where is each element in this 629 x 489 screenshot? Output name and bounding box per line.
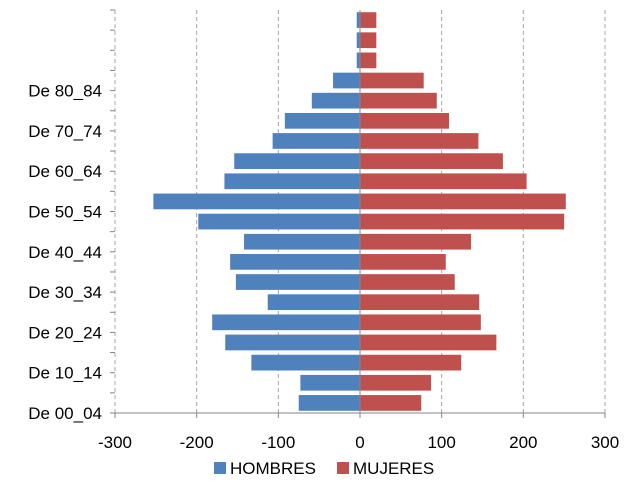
y-tick-label: De 60_64: [28, 162, 102, 181]
axes: [110, 9, 606, 418]
hombres-bar: [267, 294, 360, 311]
hombres-bar: [235, 274, 360, 290]
mujeres-bar: [360, 153, 503, 169]
hombres-bar: [153, 193, 360, 210]
hombres-bar: [298, 395, 360, 411]
mujeres-bar: [360, 52, 377, 69]
hombres-bar: [230, 254, 360, 270]
mujeres-bar: [360, 233, 472, 250]
legend-swatch: [337, 462, 349, 474]
mujeres-bar: [360, 72, 424, 89]
bars: [153, 12, 566, 411]
mujeres-bar: [360, 12, 377, 28]
legend-swatch: [214, 462, 226, 474]
hombres-bar: [356, 12, 360, 28]
hombres-bar: [311, 92, 360, 109]
mujeres-bar: [360, 112, 450, 129]
mujeres-bar: [360, 92, 437, 109]
hombres-bar: [244, 233, 360, 250]
y-tick-label: De 80_84: [28, 82, 102, 101]
y-tick-label: De 20_24: [28, 323, 102, 342]
y-tick-label: De 70_74: [28, 122, 102, 141]
mujeres-bar: [360, 374, 432, 391]
mujeres-bar: [360, 334, 497, 351]
mujeres-bar: [360, 133, 479, 149]
mujeres-bar: [360, 294, 480, 311]
mujeres-bar: [360, 314, 481, 331]
mujeres-bar: [360, 354, 462, 371]
mujeres-bar: [360, 395, 422, 411]
x-tick-label: -200: [180, 433, 214, 452]
hombres-bar: [224, 173, 360, 190]
hombres-bar: [300, 374, 360, 391]
mujeres-bar: [360, 32, 377, 49]
x-tick-label: -300: [98, 433, 132, 452]
x-tick-label: -100: [261, 433, 295, 452]
x-tick-labels: -300 -200 -100 0 100 200 300: [98, 433, 619, 452]
y-tick-label: De 10_14: [28, 364, 102, 383]
mujeres-bar: [360, 213, 565, 230]
y-tick-labels: De 00_04 De 10_14 De 20_24 De 30_34 De 40_44…: [28, 82, 102, 423]
legend-label: HOMBRES: [230, 459, 316, 478]
legend: HOMBRES MUJERES: [214, 459, 434, 478]
x-tick-label: 100: [427, 433, 455, 452]
hombres-bar: [212, 314, 360, 331]
x-tick-label: 300: [591, 433, 619, 452]
hombres-bar: [284, 112, 360, 129]
mujeres-bar: [360, 274, 455, 290]
y-tick-label: De 40_44: [28, 243, 102, 262]
mujeres-bar: [360, 254, 446, 270]
x-tick-label: 200: [509, 433, 537, 452]
mujeres-bar: [360, 193, 566, 210]
hombres-bar: [234, 153, 360, 169]
hombres-bar: [333, 72, 360, 89]
hombres-bar: [225, 334, 360, 351]
legend-label: MUJERES: [353, 459, 434, 478]
hombres-bar: [356, 52, 360, 69]
hombres-bar: [356, 32, 360, 49]
y-tick-label: De 30_34: [28, 283, 102, 302]
hombres-bar: [272, 133, 360, 149]
hombres-bar: [251, 354, 360, 371]
y-tick-label: De 00_04: [28, 404, 102, 423]
hombres-bar: [198, 213, 360, 230]
mujeres-bar: [360, 173, 527, 190]
x-tick-label: 0: [355, 433, 364, 452]
y-tick-label: De 50_54: [28, 203, 102, 222]
